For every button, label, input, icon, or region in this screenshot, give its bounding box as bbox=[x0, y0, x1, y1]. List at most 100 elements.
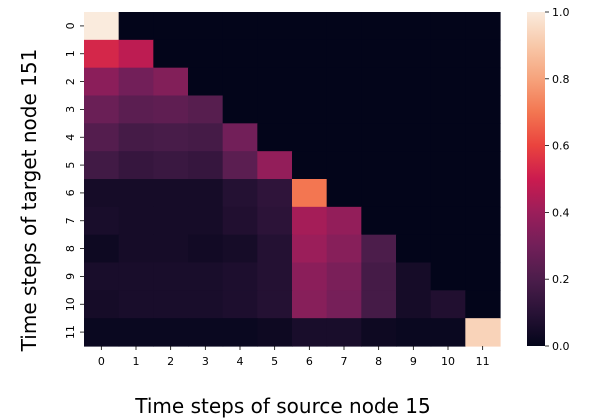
heatmap-cell bbox=[396, 151, 432, 180]
heatmap-cell bbox=[153, 67, 189, 97]
y-tick-label: 4 bbox=[64, 134, 77, 141]
heatmap-cell bbox=[361, 234, 397, 264]
heatmap-cell bbox=[222, 151, 258, 180]
heatmap-cell bbox=[257, 95, 293, 124]
y-tick-label: 7 bbox=[64, 217, 77, 224]
heatmap-cell bbox=[118, 318, 154, 347]
heatmap-cell bbox=[361, 290, 397, 319]
heatmap-cell bbox=[84, 179, 120, 208]
heatmap-cell bbox=[118, 262, 154, 291]
y-tick-label: 1 bbox=[64, 50, 77, 57]
colorbar-tick-label: 0.2 bbox=[552, 273, 570, 286]
heatmap-cell bbox=[326, 12, 362, 41]
heatmap-cell bbox=[153, 206, 189, 236]
heatmap-cell bbox=[430, 234, 466, 264]
heatmap-cell bbox=[153, 123, 189, 152]
heatmap-cell bbox=[257, 39, 293, 69]
heatmap-cell bbox=[188, 234, 224, 264]
heatmap-cell bbox=[396, 234, 432, 264]
heatmap-cell bbox=[257, 123, 293, 152]
heatmap-cell bbox=[465, 67, 501, 97]
heatmap-cell bbox=[361, 179, 397, 208]
heatmap-cell bbox=[257, 151, 293, 180]
y-tick-label: 8 bbox=[64, 245, 77, 252]
heatmap-cell bbox=[84, 95, 120, 124]
heatmap-cell bbox=[326, 262, 362, 291]
heatmap-cell bbox=[430, 39, 466, 69]
heatmap-cell bbox=[222, 290, 258, 319]
heatmap-cell bbox=[361, 95, 397, 124]
heatmap-cell bbox=[465, 318, 501, 347]
x-tick-label: 7 bbox=[341, 355, 348, 368]
heatmap-cell bbox=[222, 12, 258, 41]
heatmap-cell bbox=[361, 39, 397, 69]
heatmap-cell bbox=[118, 67, 154, 97]
heatmap-cell bbox=[326, 95, 362, 124]
heatmap-cell bbox=[222, 39, 258, 69]
colorbar-tick-label: 1.0 bbox=[552, 6, 570, 19]
heatmap-cell bbox=[430, 318, 466, 347]
heatmap-cell bbox=[118, 234, 154, 264]
heatmap-cell bbox=[396, 318, 432, 347]
heatmap-cell bbox=[292, 123, 328, 152]
heatmap-cell bbox=[257, 234, 293, 264]
heatmap-cell bbox=[292, 290, 328, 319]
heatmap-cell bbox=[188, 39, 224, 69]
heatmap-cell bbox=[292, 12, 328, 41]
heatmap-cell bbox=[396, 95, 432, 124]
heatmap-cell bbox=[153, 290, 189, 319]
heatmap-cell bbox=[292, 206, 328, 236]
heatmap-cell bbox=[430, 123, 466, 152]
heatmap-cell bbox=[188, 95, 224, 124]
heatmap-cell bbox=[84, 12, 120, 41]
x-tick-label: 10 bbox=[441, 355, 455, 368]
heatmap-cell bbox=[361, 318, 397, 347]
y-tick-label: 6 bbox=[64, 189, 77, 196]
heatmap-cell bbox=[361, 151, 397, 180]
heatmap-cell bbox=[430, 206, 466, 236]
heatmap-cell bbox=[465, 179, 501, 208]
x-axis-label: Time steps of source node 15 bbox=[134, 394, 430, 418]
heatmap-cell bbox=[153, 234, 189, 264]
heatmap-cell bbox=[396, 123, 432, 152]
heatmap-cell bbox=[326, 67, 362, 97]
heatmap-cell bbox=[188, 318, 224, 347]
heatmap-cell bbox=[465, 290, 501, 319]
heatmap-cell bbox=[222, 318, 258, 347]
heatmap-cell bbox=[188, 12, 224, 41]
heatmap-cell bbox=[84, 234, 120, 264]
x-tick-label: 3 bbox=[202, 355, 209, 368]
heatmap-cell bbox=[153, 262, 189, 291]
heatmap-cell bbox=[257, 262, 293, 291]
heatmap-cell bbox=[292, 39, 328, 69]
y-tick-label: 9 bbox=[64, 273, 77, 280]
x-tick-label: 4 bbox=[237, 355, 244, 368]
y-axis-ticks: 0 1 2 3 4 5 6 7 8 9 10 11 bbox=[64, 22, 84, 339]
x-tick-label: 9 bbox=[410, 355, 417, 368]
heatmap-cell bbox=[361, 67, 397, 97]
heatmap-cell bbox=[222, 67, 258, 97]
heatmap-cell bbox=[118, 151, 154, 180]
y-tick-label: 0 bbox=[64, 22, 77, 29]
heatmap-cell bbox=[430, 290, 466, 319]
heatmap-cell bbox=[326, 234, 362, 264]
x-tick-label: 8 bbox=[375, 355, 382, 368]
heatmap-cell bbox=[396, 290, 432, 319]
colorbar bbox=[527, 12, 545, 346]
heatmap-cell bbox=[361, 206, 397, 236]
heatmap-cell bbox=[153, 151, 189, 180]
heatmap-cell bbox=[153, 39, 189, 69]
heatmap-cell bbox=[465, 39, 501, 69]
y-tick-label: 2 bbox=[64, 78, 77, 85]
heatmap-cell bbox=[222, 179, 258, 208]
heatmap-cell bbox=[396, 206, 432, 236]
heatmap-cell bbox=[292, 318, 328, 347]
heatmap-cell bbox=[430, 179, 466, 208]
heatmap-cell bbox=[188, 151, 224, 180]
heatmap-cell bbox=[361, 12, 397, 41]
heatmap-cell bbox=[188, 67, 224, 97]
heatmap-cell bbox=[118, 123, 154, 152]
heatmap-cell bbox=[118, 179, 154, 208]
heatmap-cell bbox=[188, 123, 224, 152]
heatmap-cell bbox=[465, 262, 501, 291]
